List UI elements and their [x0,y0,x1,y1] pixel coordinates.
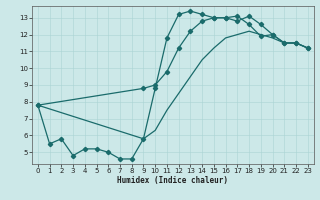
X-axis label: Humidex (Indice chaleur): Humidex (Indice chaleur) [117,176,228,185]
